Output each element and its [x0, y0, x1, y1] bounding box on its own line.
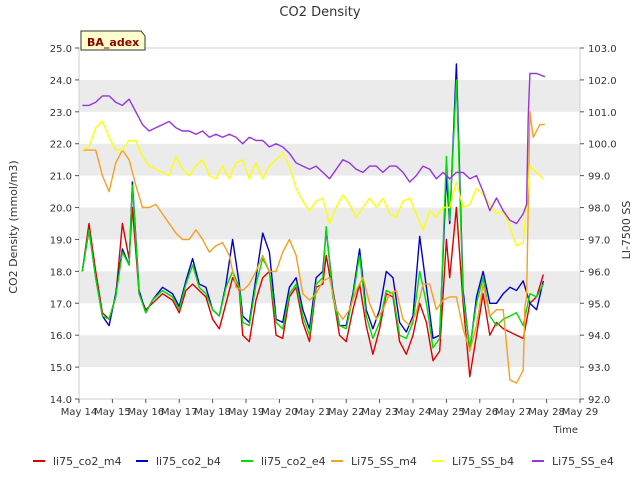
- y-tick-label: 15.0: [50, 363, 72, 374]
- grid-band: [79, 79, 580, 112]
- series-line-li75-ss-m4: [82, 111, 545, 384]
- x-tick-label: May 21: [295, 407, 332, 418]
- y2-tick-label: 94.0: [588, 331, 610, 342]
- y2-tick-label: 103.0: [588, 44, 617, 55]
- legend: li75_co2_m4 li75_co2_b4 li75_co2_e4 Li75_SS…: [33, 455, 614, 468]
- grid-band: [79, 335, 580, 368]
- y-tick-label: 22.0: [50, 140, 72, 151]
- left-axis: 14.0 15.0 16.0 17.0 18.0 19.0 20.0 21.0 22.0 23.0…: [50, 44, 79, 406]
- y-tick-label: 18.0: [50, 267, 72, 278]
- x-tick-label: May 28: [528, 407, 565, 418]
- y-tick-label: 25.0: [50, 44, 72, 55]
- series-lines: [81, 63, 546, 384]
- x-tick-label: May 26: [462, 407, 499, 418]
- x-tick-label: May 14: [61, 407, 98, 418]
- x-tick-label: May 20: [261, 407, 298, 418]
- x-tick-label: May 16: [128, 407, 165, 418]
- x-tick-label: May 19: [228, 407, 265, 418]
- y-tick-label: 21.0: [50, 172, 72, 183]
- x-tick-label: May 15: [94, 407, 131, 418]
- x-tick-label: May 18: [194, 407, 231, 418]
- y2-tick-label: 92.0: [588, 395, 610, 406]
- legend-label: li75_co2_e4: [261, 455, 326, 468]
- chart-title: CO2 Density: [279, 5, 360, 20]
- series-line-li75-ss-b4: [81, 120, 544, 247]
- grid-band: [79, 143, 580, 176]
- x-tick-label: May 24: [395, 407, 432, 418]
- y-tick-label: 16.0: [50, 331, 72, 342]
- right-axis: 92.0 93.0 94.0 95.0 96.0 97.0 98.0 99.0 100.0 101…: [580, 44, 617, 406]
- y2-tick-label: 99.0: [588, 172, 610, 183]
- y2-axis-label: LI-7500 SS: [620, 201, 633, 260]
- legend-label: Li75_SS_m4: [351, 455, 417, 468]
- y2-tick-label: 96.0: [588, 267, 610, 278]
- y-tick-label: 14.0: [50, 395, 72, 406]
- plot-area: [78, 47, 581, 400]
- y2-tick-label: 101.0: [588, 108, 617, 119]
- y-tick-label: 20.0: [50, 204, 72, 215]
- y-tick-label: 23.0: [50, 108, 72, 119]
- y-tick-label: 24.0: [50, 76, 72, 87]
- series-line-li75-co2-e4: [81, 79, 544, 349]
- y-axis-label: CO2 Density (mmol/m3): [7, 160, 20, 293]
- y2-tick-label: 100.0: [588, 140, 617, 151]
- y-tick-label: 17.0: [50, 299, 72, 310]
- badge-box: [80, 30, 146, 51]
- series-line-li75-ss-e4: [82, 72, 546, 225]
- x-tick-label: May 27: [495, 407, 532, 418]
- legend-label: Li75_SS_b4: [452, 455, 514, 468]
- x-tick-label: May 29: [562, 407, 599, 418]
- x-axis-label: Time: [553, 425, 578, 436]
- x-tick-label: May 22: [328, 407, 365, 418]
- y2-tick-label: 93.0: [588, 363, 610, 374]
- y2-tick-label: 95.0: [588, 299, 610, 310]
- legend-label: Li75_SS_e4: [552, 455, 614, 468]
- x-tick-label: May 17: [161, 407, 198, 418]
- x-tick-label: May 25: [428, 407, 465, 418]
- x-tick-label: May 23: [361, 407, 398, 418]
- y-tick-label: 19.0: [50, 235, 72, 246]
- y2-tick-label: 98.0: [588, 204, 610, 215]
- legend-label: li75_co2_m4: [53, 455, 122, 468]
- badge-label: BA_adex: [87, 36, 139, 49]
- legend-label: li75_co2_b4: [156, 455, 221, 468]
- y2-tick-label: 102.0: [588, 76, 617, 87]
- y2-tick-label: 97.0: [588, 235, 610, 246]
- site-badge: BA_adex: [80, 30, 146, 51]
